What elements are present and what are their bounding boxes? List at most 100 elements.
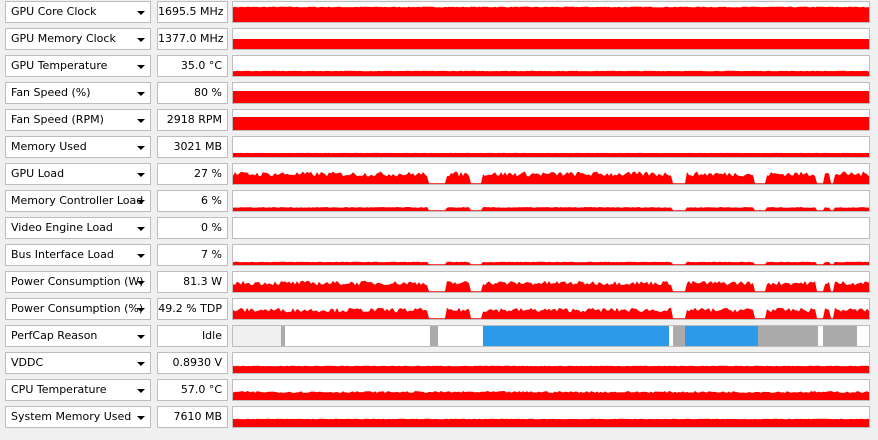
perfcap-segment xyxy=(430,326,438,346)
graph-canvas xyxy=(233,117,869,130)
sensor-name: VDDC xyxy=(11,356,44,369)
sensor-graph xyxy=(232,217,870,239)
sensor-value: 57.0 °C xyxy=(157,379,228,401)
sensor-name: GPU Core Clock xyxy=(11,5,97,18)
sensor-row: System Memory Used 7610 MB xyxy=(0,405,878,429)
graph-trace xyxy=(233,280,869,292)
sensor-value: 35.0 °C xyxy=(157,55,228,77)
dropdown-arrow xyxy=(137,173,145,177)
sensor-row: GPU Temperature 35.0 °C xyxy=(0,54,878,78)
dropdown-arrow xyxy=(137,38,145,42)
sensor-row: VDDC 0.8930 V xyxy=(0,351,878,375)
sensor-name-dropdown[interactable]: Power Consumption (%) xyxy=(5,298,151,320)
sensor-name-dropdown[interactable]: GPU Memory Clock xyxy=(5,28,151,50)
sensor-name-dropdown[interactable]: Bus Interface Load xyxy=(5,244,151,266)
graph-canvas xyxy=(233,171,869,184)
sensor-row: Memory Used 3021 MB xyxy=(0,135,878,159)
sensor-value: 2918 RPM xyxy=(157,109,228,131)
graph-canvas xyxy=(233,91,869,103)
sensor-name: GPU Temperature xyxy=(11,59,108,72)
dropdown-arrow xyxy=(137,254,145,258)
sensor-graph xyxy=(232,379,870,401)
sensor-row: Video Engine Load 0 % xyxy=(0,216,878,240)
sensor-value: 0.8930 V xyxy=(157,352,228,374)
sensor-name: GPU Load xyxy=(11,167,65,180)
sensor-graph xyxy=(232,109,870,131)
sensor-value: 81.3 W xyxy=(157,271,228,293)
sensor-row: Power Consumption (%) 49.2 % TDP xyxy=(0,297,878,321)
sensor-value: 27 % xyxy=(157,163,228,185)
sensor-name: GPU Memory Clock xyxy=(11,32,116,45)
graph-canvas xyxy=(233,152,869,157)
dropdown-arrow xyxy=(137,416,145,420)
dropdown-arrow xyxy=(137,335,145,339)
sensor-row: GPU Core Clock 1695.5 MHz xyxy=(0,0,878,24)
graph-canvas xyxy=(233,326,857,346)
perfcap-segment xyxy=(758,326,818,346)
graph-trace xyxy=(233,261,869,265)
perfcap-segment xyxy=(673,326,685,346)
sensor-name: System Memory Used xyxy=(11,410,132,423)
graph-trace xyxy=(233,307,869,319)
sensor-value: 49.2 % TDP xyxy=(157,298,228,320)
sensor-value: Idle xyxy=(157,325,228,347)
dropdown-arrow xyxy=(137,200,145,204)
sensor-graph xyxy=(232,1,870,23)
sensor-name-dropdown[interactable]: GPU Temperature xyxy=(5,55,151,77)
sensor-name-dropdown[interactable]: PerfCap Reason xyxy=(5,325,151,347)
perfcap-segment xyxy=(483,326,669,346)
sensor-graph xyxy=(232,55,870,77)
sensor-graph xyxy=(232,406,870,428)
sensor-name-dropdown[interactable]: CPU Temperature xyxy=(5,379,151,401)
perfcap-segment xyxy=(685,326,758,346)
sensor-name-dropdown[interactable]: GPU Core Clock xyxy=(5,1,151,23)
sensor-name: Memory Controller Load xyxy=(11,194,144,207)
sensor-name-dropdown[interactable]: Fan Speed (RPM) xyxy=(5,109,151,131)
sensor-row: Memory Controller Load 6 % xyxy=(0,189,878,213)
graph-canvas xyxy=(233,39,869,49)
dropdown-arrow xyxy=(137,146,145,150)
sensor-value: 6 % xyxy=(157,190,228,212)
sensor-name: Video Engine Load xyxy=(11,221,113,234)
sensor-name: Bus Interface Load xyxy=(11,248,114,261)
graph-trace xyxy=(233,391,869,400)
graph-canvas xyxy=(233,207,869,211)
dropdown-arrow xyxy=(137,119,145,123)
dropdown-arrow xyxy=(137,11,145,15)
sensor-name-dropdown[interactable]: Fan Speed (%) xyxy=(5,82,151,104)
perfcap-segment xyxy=(823,326,857,346)
perfcap-segment xyxy=(281,326,285,346)
sensor-value: 1695.5 MHz xyxy=(157,1,228,23)
sensor-name-dropdown[interactable]: VDDC xyxy=(5,352,151,374)
sensor-graph xyxy=(232,325,870,347)
graph-trace xyxy=(233,365,869,373)
sensor-value: 7 % xyxy=(157,244,228,266)
graph-trace xyxy=(233,6,869,22)
graph-canvas xyxy=(233,418,869,427)
graph-canvas xyxy=(233,218,869,238)
sensor-name-dropdown[interactable]: Memory Controller Load xyxy=(5,190,151,212)
sensor-name: Fan Speed (RPM) xyxy=(11,113,104,126)
sensor-row: GPU Memory Clock 1377.0 MHz xyxy=(0,27,878,51)
graph-canvas xyxy=(233,307,869,319)
sensor-name-dropdown[interactable]: GPU Load xyxy=(5,163,151,185)
sensor-graph xyxy=(232,298,870,320)
graph-trace xyxy=(233,418,869,427)
sensor-name-dropdown[interactable]: System Memory Used xyxy=(5,406,151,428)
sensor-value: 80 % xyxy=(157,82,228,104)
graph-canvas xyxy=(233,365,869,373)
sensor-row: Fan Speed (RPM) 2918 RPM xyxy=(0,108,878,132)
perfcap-segment xyxy=(233,326,281,346)
sensor-value: 3021 MB xyxy=(157,136,228,158)
sensor-row: CPU Temperature 57.0 °C xyxy=(0,378,878,402)
sensor-name-dropdown[interactable]: Video Engine Load xyxy=(5,217,151,239)
dropdown-arrow xyxy=(137,65,145,69)
sensor-name: Memory Used xyxy=(11,140,87,153)
sensor-name-dropdown[interactable]: Memory Used xyxy=(5,136,151,158)
sensor-value: 1377.0 MHz xyxy=(157,28,228,50)
sensor-value: 0 % xyxy=(157,217,228,239)
sensor-name: PerfCap Reason xyxy=(11,329,98,342)
dropdown-arrow xyxy=(137,389,145,393)
sensor-name-dropdown[interactable]: Power Consumption (W) xyxy=(5,271,151,293)
